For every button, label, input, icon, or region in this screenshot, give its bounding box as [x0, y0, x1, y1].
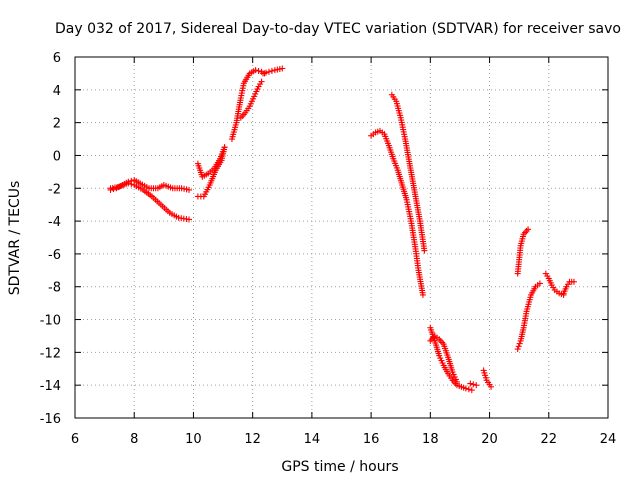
x-tick-label: 16: [363, 432, 380, 447]
data-point: [515, 343, 522, 350]
data-point: [128, 181, 135, 188]
series-arc8: [368, 127, 426, 298]
data-point: [465, 386, 472, 393]
gridlines: [75, 57, 608, 418]
chart-title: Day 032 of 2017, Sidereal Day-to-day VTE…: [55, 21, 621, 37]
x-tick-label: 8: [130, 432, 138, 447]
data-point: [260, 70, 267, 77]
series-arc10: [427, 324, 475, 394]
data-point: [470, 381, 477, 388]
data-point: [570, 278, 577, 285]
y-tick-label: -10: [40, 314, 61, 329]
y-tick-label: -2: [48, 182, 61, 197]
y-tick-label: -4: [48, 215, 61, 230]
data-point: [125, 180, 132, 187]
data-point: [419, 291, 426, 298]
x-tick-label: 6: [71, 432, 79, 447]
y-tick-label: -12: [40, 346, 61, 361]
data-points: [107, 65, 577, 394]
data-point: [468, 387, 475, 394]
x-tick-label: 14: [304, 432, 321, 447]
y-tick-label: 4: [53, 84, 61, 99]
data-point: [516, 340, 523, 347]
y-tick-label: 2: [53, 117, 61, 132]
series-arc11: [427, 332, 460, 385]
y-axis-label: SDTVAR / TECUs: [7, 181, 23, 296]
x-tick-label: 18: [422, 432, 439, 447]
data-point: [453, 378, 460, 385]
data-point: [462, 385, 469, 392]
data-point: [221, 144, 228, 151]
x-tick-label: 22: [541, 432, 558, 447]
data-point: [265, 68, 272, 75]
data-point: [514, 346, 521, 353]
series-arc15: [514, 280, 543, 353]
data-point: [536, 280, 543, 287]
series-arc9: [388, 91, 428, 254]
data-point: [279, 65, 286, 72]
series-arc5: [228, 67, 268, 143]
x-axis-label: GPS time / hours: [281, 459, 398, 475]
series-arc17: [560, 278, 577, 297]
series-arc13: [480, 367, 495, 390]
data-point: [262, 69, 269, 76]
x-tick-label: 10: [185, 432, 202, 447]
series-arc4: [194, 144, 228, 200]
data-point: [473, 382, 480, 389]
data-point: [268, 67, 275, 74]
series-arc6: [237, 78, 265, 121]
series-arc2: [107, 180, 193, 223]
x-tick-label: 24: [600, 432, 617, 447]
y-tick-label: -8: [48, 281, 61, 296]
data-point: [252, 67, 259, 74]
y-tick-label: 6: [53, 51, 61, 66]
x-tick-label: 20: [481, 432, 498, 447]
x-tick-label: 12: [244, 432, 261, 447]
y-tick-label: -16: [40, 412, 61, 427]
data-point: [258, 78, 265, 85]
series-arc1: [107, 177, 193, 193]
plot-frame: [74, 56, 609, 419]
x-ticks: 6 8 10 12 14 16 18 20 22 24: [71, 57, 616, 447]
data-point: [255, 67, 262, 74]
data-point: [525, 226, 532, 233]
y-tick-label: -14: [40, 379, 61, 394]
data-point: [186, 186, 193, 193]
y-tick-label: -6: [48, 248, 61, 263]
data-point: [421, 247, 428, 254]
series-arc7: [260, 65, 286, 77]
data-point: [467, 380, 474, 387]
y-tick-label: 0: [53, 149, 61, 164]
y-ticks: -16 -14 -12 -10 -8 -6 -4 -2 0 2 4 6: [40, 51, 608, 427]
data-point: [186, 216, 193, 223]
series-arc12: [467, 380, 480, 389]
series-arc14: [514, 226, 532, 277]
data-point: [488, 383, 495, 390]
